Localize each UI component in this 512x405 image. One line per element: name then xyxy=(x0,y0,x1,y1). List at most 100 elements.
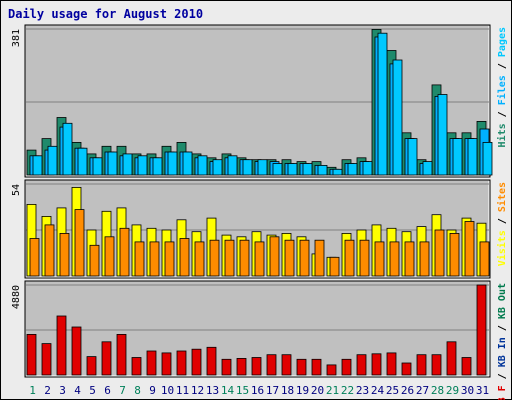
bar-pages-day-17 xyxy=(272,163,283,176)
bar-sites-day-2 xyxy=(44,224,55,277)
bar-pages-day-3 xyxy=(62,122,73,176)
bar-kb-f-day-31 xyxy=(476,284,487,376)
x-tick-label-day-10: 10 xyxy=(161,384,174,397)
bar-kb-f-day-1 xyxy=(26,333,37,376)
bar-kb-f-day-20 xyxy=(311,358,322,376)
bar-pages-day-29 xyxy=(452,138,463,176)
y-axis-max-label: 381 xyxy=(11,29,22,47)
x-tick-label-day-14: 14 xyxy=(221,384,235,397)
bar-pages-day-2 xyxy=(47,145,58,176)
chart-title: Daily usage for August 2010 xyxy=(8,7,203,21)
x-tick-label-day-8: 8 xyxy=(134,384,141,397)
bar-pages-day-6 xyxy=(107,151,118,176)
bar-pages-day-9 xyxy=(152,157,163,176)
x-tick-label-day-7: 7 xyxy=(119,384,126,397)
bar-kb-f-day-17 xyxy=(266,354,277,376)
bar-sites-day-13 xyxy=(209,239,220,277)
bar-kb-f-day-6 xyxy=(101,341,112,376)
panel-hits-files-pages: 381 Hits / Files / Pages xyxy=(11,24,508,178)
bar-sites-day-25 xyxy=(389,241,400,277)
bar-kb-f-day-5 xyxy=(86,356,97,376)
x-tick-label-day-24: 24 xyxy=(371,384,385,397)
bar-sites-day-17 xyxy=(269,236,280,277)
legend-separator: / xyxy=(497,105,508,123)
x-tick-label-day-23: 23 xyxy=(356,384,369,397)
bar-sites-day-31 xyxy=(479,241,490,277)
x-tick-label-day-21: 21 xyxy=(326,384,339,397)
x-tick-label-day-20: 20 xyxy=(311,384,324,397)
bar-pages-day-16 xyxy=(257,159,268,176)
bar-sites-day-10 xyxy=(164,241,175,277)
bar-sites-day-21 xyxy=(329,256,340,277)
bar-kb-f-day-28 xyxy=(431,354,442,376)
bar-kb-f-day-23 xyxy=(356,354,367,376)
bar-kb-f-day-11 xyxy=(176,350,187,376)
legend-separator: / xyxy=(497,319,508,337)
bar-sites-day-9 xyxy=(149,241,160,277)
legend-separator: / xyxy=(497,367,508,385)
bar-pages-day-24 xyxy=(377,32,388,176)
bar-sites-day-27 xyxy=(419,241,430,277)
bar-kb-f-day-16 xyxy=(251,357,262,376)
bar-sites-day-19 xyxy=(299,239,310,277)
bar-sites-day-11 xyxy=(179,238,190,277)
bar-kb-f-day-3 xyxy=(56,315,67,376)
bar-pages-day-22 xyxy=(347,163,358,176)
bar-sites-day-12 xyxy=(194,241,205,277)
bar-sites-day-16 xyxy=(254,241,265,277)
legend-item-files: Files xyxy=(496,75,508,105)
bar-pages-day-12 xyxy=(197,155,208,176)
bar-pages-day-15 xyxy=(242,159,253,176)
bar-sites-day-8 xyxy=(134,241,145,277)
bar-pages-day-30 xyxy=(467,138,478,176)
panel-legend: Hits / Files / Pages xyxy=(496,27,508,147)
panel-kbytes: 4880 KB F / KB In / KB Out xyxy=(11,280,508,405)
x-tick-label-day-27: 27 xyxy=(416,384,429,397)
bar-pages-day-20 xyxy=(317,164,328,176)
bar-pages-day-28 xyxy=(437,94,448,176)
series-pages xyxy=(32,32,493,176)
x-tick-label-day-16: 16 xyxy=(251,384,264,397)
bar-kb-f-day-24 xyxy=(371,353,382,376)
bar-kb-f-day-25 xyxy=(386,352,397,376)
x-tick-label-day-2: 2 xyxy=(44,384,51,397)
legend-item-kb-out: KB Out xyxy=(497,283,508,319)
bar-pages-day-5 xyxy=(92,157,103,176)
bar-pages-day-11 xyxy=(182,151,193,176)
x-tick-label-day-31: 31 xyxy=(476,384,489,397)
bar-kb-f-day-18 xyxy=(281,354,292,376)
bar-kb-f-day-19 xyxy=(296,358,307,376)
x-tick-label-day-9: 9 xyxy=(149,384,156,397)
bar-sites-day-14 xyxy=(224,239,235,277)
bar-sites-day-28 xyxy=(434,229,445,277)
x-tick-label-day-18: 18 xyxy=(281,384,294,397)
bar-sites-day-20 xyxy=(314,239,325,277)
bar-sites-day-29 xyxy=(449,232,460,277)
panel-visits-sites: 54 Visits / Sites xyxy=(11,179,508,279)
x-tick-label-day-29: 29 xyxy=(446,384,459,397)
bar-sites-day-6 xyxy=(104,236,115,277)
legend-separator: / xyxy=(497,212,508,230)
x-tick-label-day-6: 6 xyxy=(104,384,111,397)
legend-item-visits: Visits xyxy=(496,230,508,266)
x-tick-label-day-15: 15 xyxy=(236,384,249,397)
bar-pages-day-23 xyxy=(362,161,373,176)
legend-item-kb-in: KB In xyxy=(497,337,508,367)
legend-item-pages: Pages xyxy=(497,27,508,57)
bar-sites-day-23 xyxy=(359,239,370,277)
y-axis-max-label: 54 xyxy=(11,184,22,196)
bar-sites-day-3 xyxy=(59,232,70,277)
bar-pages-day-21 xyxy=(332,168,343,176)
bar-pages-day-13 xyxy=(212,159,223,176)
legend-item-sites: Sites xyxy=(496,182,508,212)
legend-separator: / xyxy=(497,57,508,75)
bar-sites-day-15 xyxy=(239,239,250,277)
bar-pages-day-26 xyxy=(407,138,418,176)
bar-pages-day-8 xyxy=(137,155,148,176)
bar-sites-day-1 xyxy=(29,238,40,277)
bar-sites-day-4 xyxy=(74,209,85,277)
bar-sites-day-30 xyxy=(464,221,475,277)
bar-sites-day-18 xyxy=(284,239,295,277)
bar-kb-f-day-7 xyxy=(116,333,127,376)
